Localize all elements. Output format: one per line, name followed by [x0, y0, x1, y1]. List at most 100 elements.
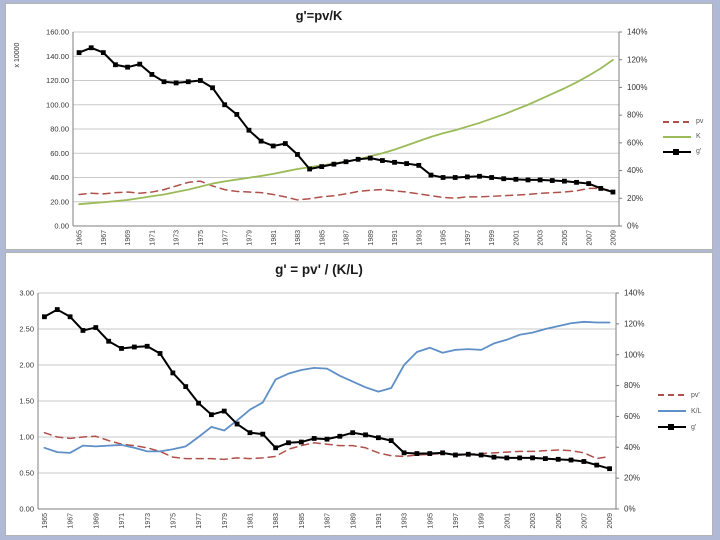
- svg-text:1983: 1983: [295, 230, 302, 246]
- svg-text:1967: 1967: [101, 230, 108, 246]
- svg-text:1965: 1965: [42, 513, 49, 529]
- svg-text:1995: 1995: [427, 513, 434, 529]
- pvprime-line-sample-icon: [658, 394, 686, 396]
- svg-text:1971: 1971: [149, 230, 156, 246]
- svg-text:1.50: 1.50: [19, 397, 34, 406]
- svg-text:20.00: 20.00: [50, 197, 69, 206]
- top-chart-plot: 160.00 140.00 120.00 100.00 80.00 60.00 40.00 2…: [46, 28, 647, 246]
- svg-text:1971: 1971: [119, 513, 126, 529]
- svg-text:1969: 1969: [125, 230, 132, 246]
- svg-text:1991: 1991: [376, 513, 383, 529]
- svg-text:1979: 1979: [247, 230, 254, 246]
- svg-text:2.00: 2.00: [19, 361, 34, 370]
- chart-bottom-gpv-kl: g' = pv' / (K/L) 3.00 2.50 2.00 1.50 1.00 0.5…: [5, 252, 713, 536]
- svg-text:40%: 40%: [627, 166, 643, 175]
- svg-text:1.00: 1.00: [19, 433, 34, 442]
- svg-text:0.50: 0.50: [19, 469, 34, 478]
- svg-text:80.00: 80.00: [50, 125, 69, 134]
- svg-text:120%: 120%: [627, 55, 647, 64]
- svg-text:1977: 1977: [222, 230, 229, 246]
- chart-top-gpvk: g'=pv/K x 10000 160.00 140.00 120.00 100.00…: [5, 3, 713, 250]
- svg-text:40.00: 40.00: [50, 173, 69, 182]
- legend-item-pvprime: pv': [657, 387, 702, 403]
- svg-text:1969: 1969: [93, 513, 100, 529]
- svg-text:1993: 1993: [402, 513, 409, 529]
- svg-text:1999: 1999: [479, 513, 486, 529]
- svg-text:2003: 2003: [530, 513, 537, 529]
- legend-item-kl: K/L: [657, 403, 702, 419]
- svg-text:1981: 1981: [271, 230, 278, 246]
- legend-item-gprime: g': [657, 419, 702, 435]
- svg-text:1991: 1991: [392, 230, 399, 246]
- svg-text:140%: 140%: [624, 289, 644, 298]
- svg-text:140.00: 140.00: [46, 52, 69, 61]
- svg-text:2005: 2005: [556, 513, 563, 529]
- gprime-line-sample-icon: [663, 148, 691, 155]
- svg-text:100.00: 100.00: [46, 100, 69, 109]
- kl-line-sample-icon: [658, 410, 686, 412]
- svg-text:0.00: 0.00: [54, 222, 69, 231]
- svg-text:1987: 1987: [325, 513, 332, 529]
- legend-label: K: [696, 133, 701, 140]
- svg-text:120.00: 120.00: [46, 76, 69, 85]
- svg-text:2001: 2001: [504, 513, 511, 529]
- svg-text:1989: 1989: [368, 230, 375, 246]
- svg-text:2005: 2005: [562, 230, 569, 246]
- svg-text:1967: 1967: [68, 513, 75, 529]
- legend-item-pv: pv: [662, 114, 703, 129]
- svg-text:60%: 60%: [624, 412, 640, 421]
- svg-text:2009: 2009: [611, 230, 618, 246]
- svg-text:2003: 2003: [538, 230, 545, 246]
- svg-text:1977: 1977: [196, 513, 203, 529]
- svg-text:1997: 1997: [453, 513, 460, 529]
- svg-text:1993: 1993: [416, 230, 423, 246]
- svg-text:20%: 20%: [627, 194, 643, 203]
- svg-text:0%: 0%: [624, 505, 636, 514]
- svg-text:0%: 0%: [627, 222, 639, 231]
- svg-text:1973: 1973: [174, 230, 181, 246]
- svg-text:20%: 20%: [624, 474, 640, 483]
- svg-text:3.00: 3.00: [19, 289, 34, 298]
- svg-text:100%: 100%: [624, 350, 644, 359]
- legend-label: pv': [691, 391, 700, 399]
- svg-text:1975: 1975: [198, 230, 205, 246]
- legend-item-gprime: g': [662, 144, 703, 159]
- svg-text:1979: 1979: [222, 513, 229, 529]
- legend-label: K/L: [691, 407, 702, 415]
- svg-text:1981: 1981: [248, 513, 255, 529]
- svg-text:1973: 1973: [145, 513, 152, 529]
- svg-text:1997: 1997: [465, 230, 472, 246]
- svg-text:1985: 1985: [319, 230, 326, 246]
- svg-text:140%: 140%: [627, 28, 647, 37]
- svg-text:2009: 2009: [607, 513, 614, 529]
- pv-line-sample-icon: [663, 120, 691, 123]
- legend-label: g': [696, 148, 702, 155]
- svg-text:1987: 1987: [344, 230, 351, 246]
- svg-text:2001: 2001: [513, 230, 520, 246]
- svg-text:1975: 1975: [170, 513, 177, 529]
- chart-title: g' = pv' / (K/L): [275, 262, 363, 277]
- legend: pv' K/L g': [657, 387, 702, 435]
- svg-text:2007: 2007: [581, 513, 588, 529]
- svg-text:1983: 1983: [273, 513, 280, 529]
- legend-label: g': [691, 423, 697, 431]
- legend-item-k: K: [662, 129, 703, 144]
- legend: pv K g': [662, 114, 703, 159]
- svg-text:120%: 120%: [624, 319, 644, 328]
- gprime-line-sample-icon: [658, 424, 686, 430]
- svg-text:100%: 100%: [627, 83, 647, 92]
- k-line-sample-icon: [663, 135, 691, 138]
- svg-text:1999: 1999: [489, 230, 496, 246]
- svg-text:0.00: 0.00: [19, 505, 34, 514]
- svg-text:1989: 1989: [350, 513, 357, 529]
- svg-text:40%: 40%: [624, 443, 640, 452]
- chart-title: g'=pv/K: [295, 8, 343, 23]
- svg-text:60.00: 60.00: [50, 149, 69, 158]
- svg-text:1965: 1965: [77, 230, 84, 246]
- svg-text:2.50: 2.50: [19, 325, 34, 334]
- svg-text:60%: 60%: [627, 138, 643, 147]
- svg-text:80%: 80%: [624, 381, 640, 390]
- svg-text:80%: 80%: [627, 111, 643, 120]
- legend-label: pv: [696, 118, 704, 125]
